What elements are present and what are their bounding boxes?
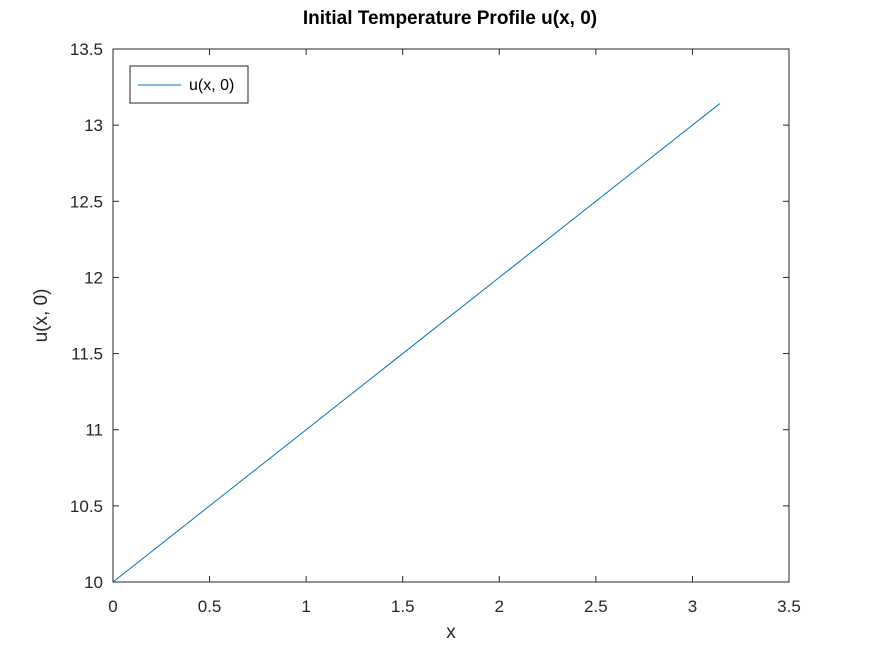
y-tick-label: 10.5 (70, 497, 103, 516)
chart-title: Initial Temperature Profile u(x, 0) (303, 8, 597, 29)
x-tick-label: 3.5 (777, 597, 801, 616)
y-tick-label: 11.5 (71, 345, 103, 364)
y-tick-label: 12 (84, 268, 103, 287)
x-axis-ticks: 0 0.5 1 1.5 2 2.5 3 3.5 (108, 49, 801, 616)
series-layer (112, 103, 721, 583)
x-tick-label: 0.5 (198, 597, 222, 616)
x-tick-label: 1 (301, 597, 310, 616)
y-tick-label: 13 (84, 116, 103, 135)
x-tick-label: 2.5 (584, 597, 608, 616)
x-tick-label: 0 (108, 597, 117, 616)
y-tick-label: 12.5 (70, 192, 103, 211)
series-line (112, 103, 721, 583)
y-tick-label: 10 (84, 573, 103, 592)
x-tick-label: 1.5 (391, 597, 415, 616)
legend-label: u(x, 0) (189, 77, 234, 94)
y-axis-ticks: 10 10.5 11 11.5 12 12.5 13 13.5 (70, 40, 789, 592)
plot-area: 0 0.5 1 1.5 2 2.5 3 3.5 1010.51111.51212.51313.… (70, 40, 801, 616)
x-tick-label: 3 (688, 597, 697, 616)
y-axis-label: u(x, 0) (31, 289, 52, 343)
legend: u(x, 0) (129, 65, 249, 104)
y-tick-label: 13.5 (70, 40, 103, 59)
y-tick-label: 11 (85, 421, 103, 440)
x-axis-label: x (446, 622, 456, 643)
x-tick-label: 2 (495, 597, 504, 616)
